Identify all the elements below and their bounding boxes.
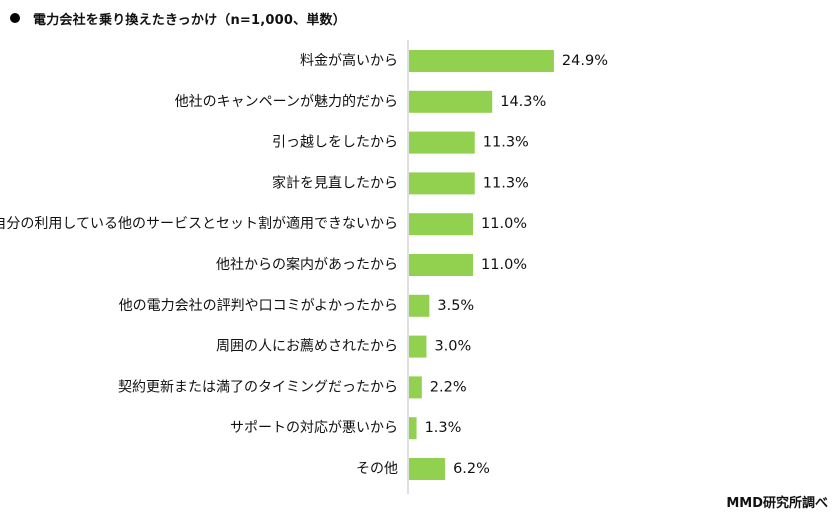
- category-label: 他の電力会社の評判や口コミがよかったから: [119, 298, 398, 314]
- category-label: その他: [356, 461, 398, 477]
- bullet-icon: [10, 13, 20, 23]
- category-label: 他社からの案内があったから: [216, 256, 398, 273]
- value-label: 11.0%: [481, 216, 527, 232]
- value-label: 6.2%: [453, 461, 490, 477]
- category-label: 周囲の人にお薦めされたから: [216, 339, 398, 355]
- category-label: 引っ越しをしたから: [272, 135, 398, 151]
- bar: [409, 131, 475, 154]
- value-label: 14.3%: [500, 94, 546, 110]
- value-label: 24.9%: [562, 53, 608, 69]
- value-label: 3.0%: [434, 339, 471, 355]
- bar: [409, 376, 422, 399]
- value-label: 3.5%: [437, 298, 474, 314]
- category-label: 自分の利用している他のサービスとセット割が適用できないから: [0, 215, 398, 232]
- chart-title: 電力会社を乗り換えたきっかけ（n=1,000、単数）: [33, 12, 346, 28]
- bar: [409, 254, 474, 276]
- category-label: 料金が高いから: [300, 52, 398, 69]
- value-label: 11.3%: [483, 175, 529, 191]
- bar: [409, 417, 417, 440]
- value-label: 2.2%: [430, 379, 467, 395]
- category-label: サポートの対応が悪いから: [230, 420, 398, 436]
- value-label: 1.3%: [425, 420, 462, 436]
- bar: [409, 172, 475, 195]
- bar: [409, 90, 493, 113]
- chart-header: 電力会社を乗り換えたきっかけ（n=1,000、単数）: [10, 6, 346, 30]
- bar: [409, 50, 554, 72]
- bar: [409, 458, 446, 480]
- source-credit: MMD研究所調べ: [726, 496, 828, 511]
- category-label: 家計を見直したから: [272, 174, 398, 191]
- category-label: 契約更新または満了のタイミングだったから: [118, 379, 398, 395]
- bar: [409, 294, 430, 317]
- value-label: 11.3%: [483, 135, 529, 151]
- bar: [409, 335, 427, 358]
- category-label: 他社のキャンペーンが魅力的だから: [175, 94, 398, 110]
- value-label: 11.0%: [481, 257, 527, 273]
- bar: [409, 213, 474, 236]
